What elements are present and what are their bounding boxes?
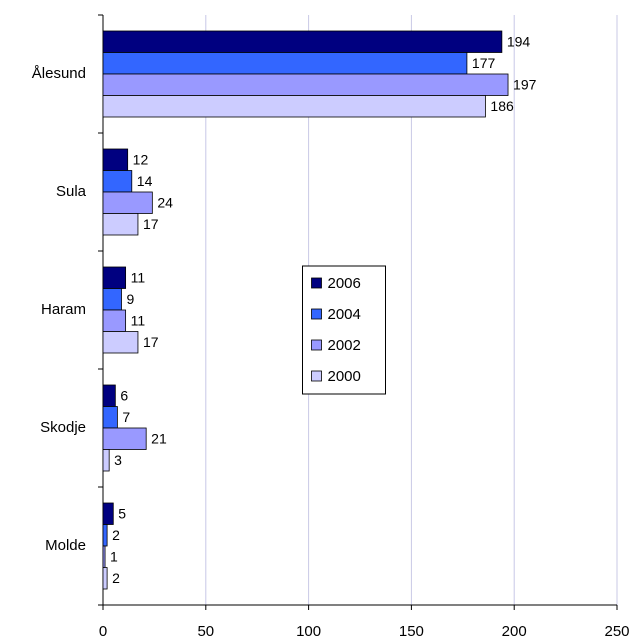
value-label: 3: [114, 452, 122, 468]
x-tick-label: 200: [502, 623, 527, 640]
y-tick-label: Skodje: [40, 419, 86, 436]
legend-label: 2002: [328, 337, 361, 354]
bar: [102, 148, 129, 171]
value-label: 11: [131, 312, 146, 328]
value-label: 17: [143, 334, 159, 350]
y-tick-label: Ålesund: [32, 65, 86, 82]
bar: [102, 449, 110, 472]
bar: [102, 30, 503, 53]
value-label: 2: [112, 570, 120, 586]
value-label: 24: [157, 194, 173, 210]
legend-label: 2006: [328, 275, 361, 292]
y-tick-label: Molde: [45, 537, 86, 554]
value-label: 11: [131, 269, 146, 285]
value-label: 7: [122, 409, 130, 425]
bar: [102, 406, 118, 429]
bar: [102, 288, 122, 311]
value-label: 194: [507, 33, 531, 49]
y-tick-label: Sula: [56, 183, 87, 200]
value-label: 186: [490, 98, 514, 114]
value-label: 9: [127, 291, 135, 307]
x-tick-label: 150: [399, 623, 424, 640]
y-tick-label: Haram: [41, 301, 86, 318]
legend-swatch: [311, 277, 322, 289]
bar: [102, 545, 106, 568]
x-tick-label: 50: [197, 623, 214, 640]
bar: [102, 73, 509, 96]
bar: [102, 567, 108, 590]
value-label: 12: [133, 151, 149, 167]
legend-swatch: [311, 339, 322, 351]
value-label: 177: [472, 55, 496, 71]
bar: [102, 384, 116, 407]
value-label: 2: [112, 527, 120, 543]
value-label: 17: [143, 216, 159, 232]
bar: [102, 213, 139, 236]
legend-swatch: [311, 370, 322, 382]
legend-label: 2000: [328, 368, 361, 385]
value-label: 21: [151, 430, 167, 446]
bar: [102, 266, 127, 289]
bar: [102, 524, 108, 547]
legend-swatch: [311, 308, 322, 320]
bar: [102, 309, 127, 332]
value-label: 5: [118, 505, 126, 521]
bar: [102, 95, 486, 118]
legend-label: 2004: [328, 306, 361, 323]
x-tick-label: 0: [99, 623, 107, 640]
bar: [102, 502, 114, 525]
bar: [102, 191, 153, 214]
value-label: 6: [120, 387, 128, 403]
x-tick-label: 100: [296, 623, 321, 640]
value-label: 1: [110, 548, 118, 564]
bar: [102, 52, 468, 75]
bar: [102, 331, 139, 354]
bar: [102, 427, 147, 450]
value-label: 197: [513, 76, 537, 92]
bar: [102, 170, 133, 193]
value-label: 14: [137, 173, 153, 189]
x-tick-label: 250: [604, 623, 629, 640]
